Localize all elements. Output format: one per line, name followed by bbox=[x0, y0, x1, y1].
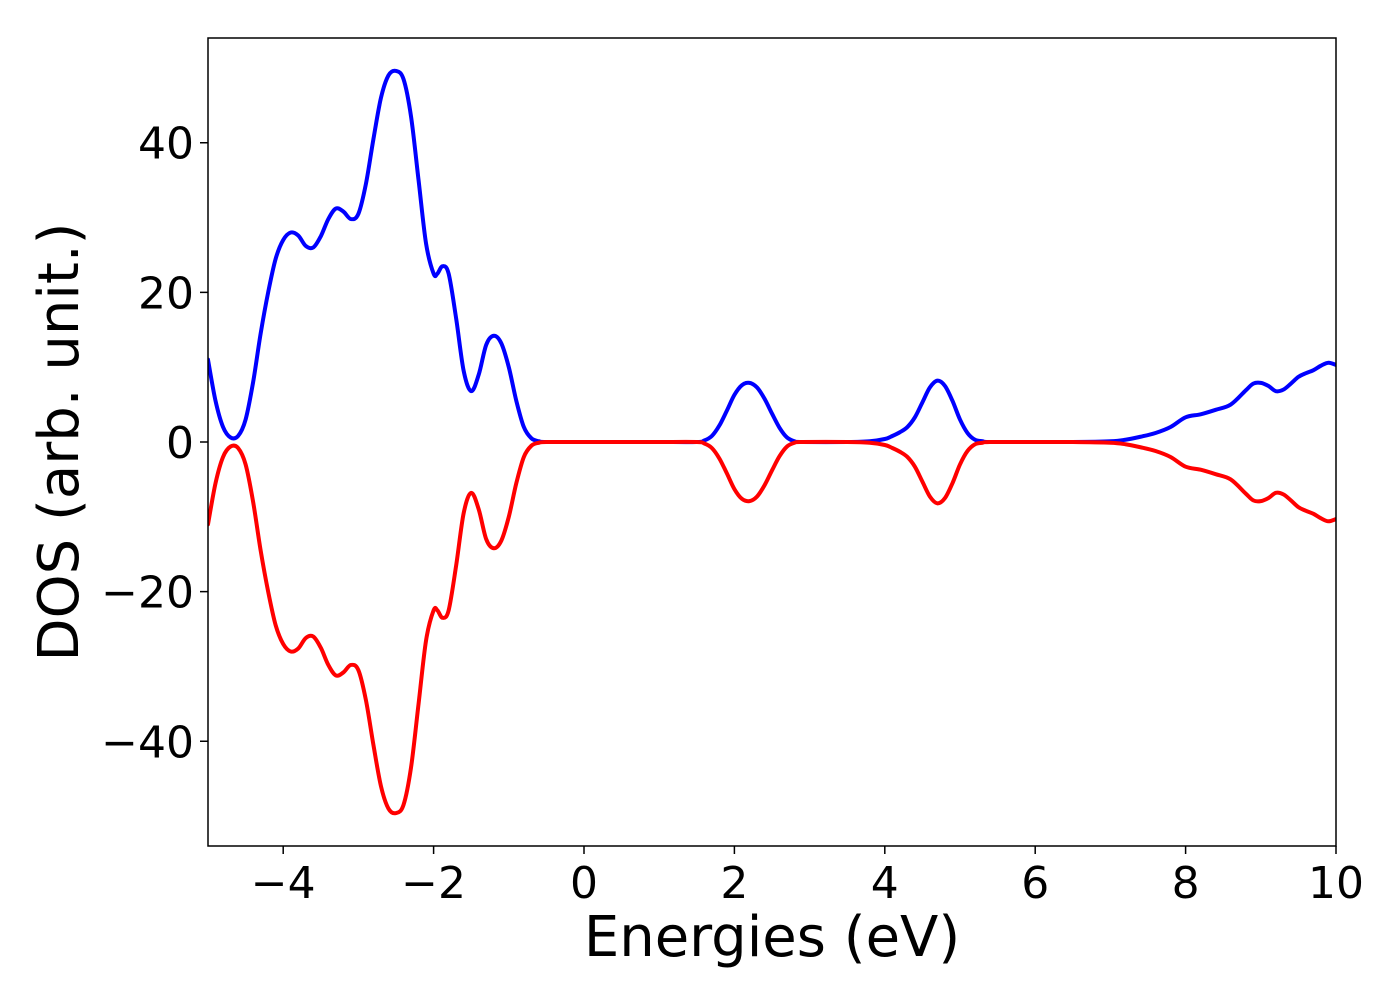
y-tick-label: 40 bbox=[138, 119, 194, 170]
spin-down-dos-line bbox=[208, 439, 1336, 816]
y-tick-label: 0 bbox=[166, 418, 194, 469]
x-tick-label: 8 bbox=[1172, 858, 1200, 909]
x-tick-label: 2 bbox=[720, 858, 748, 909]
y-tick-label: −40 bbox=[101, 717, 194, 768]
x-axis-title: Energies (eV) bbox=[584, 905, 960, 970]
y-axis-title: DOS (arb. unit.) bbox=[27, 222, 92, 661]
x-tick-label: 4 bbox=[871, 858, 899, 909]
x-tick-label: −4 bbox=[251, 858, 316, 909]
y-tick-label: 20 bbox=[138, 268, 194, 319]
spin-up-dos-line bbox=[208, 68, 1336, 445]
plot-frame bbox=[207, 37, 1337, 847]
x-tick-label: 10 bbox=[1308, 858, 1364, 909]
y-tick-label: −20 bbox=[101, 568, 194, 619]
plot-layer bbox=[208, 68, 1336, 816]
x-tick-label: 0 bbox=[570, 858, 598, 909]
x-tick-label: 6 bbox=[1021, 858, 1049, 909]
x-tick-label: −2 bbox=[401, 858, 466, 909]
